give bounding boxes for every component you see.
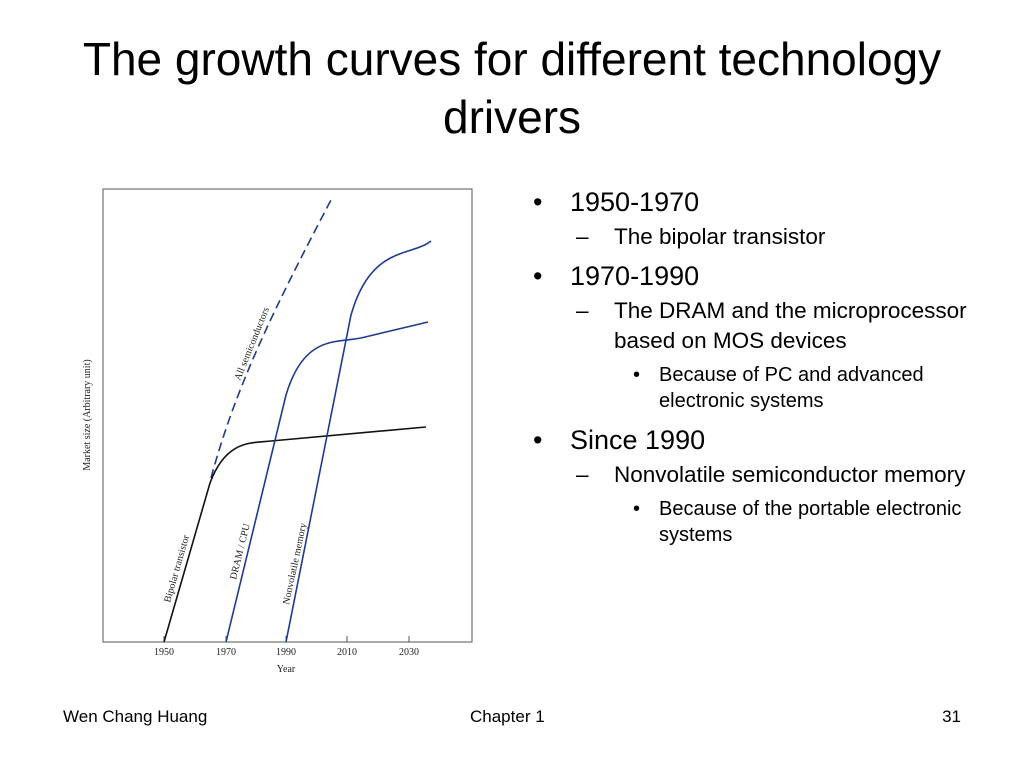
bullet-dot: • (533, 425, 543, 455)
nonvolatile-memory-curve (285, 240, 432, 643)
all-semiconductors-curve (210, 199, 332, 479)
dram-cpu-curve (225, 321, 429, 643)
bullet-dot: • (533, 261, 543, 291)
plot-frame (102, 188, 473, 643)
sub-sub-bullet-dot: • (633, 364, 641, 386)
growth-curves-figure: 1950 1970 1990 2010 2030 Year Market siz… (76, 185, 480, 680)
sub-bullet-text: The bipolar transistor (614, 224, 826, 249)
footer-author: Wen Chang Huang (63, 707, 208, 726)
all-semiconductors-label: All semiconductors (233, 306, 272, 383)
slide-title: The growth curves for different technolo… (82, 33, 942, 143)
sub-sub-bullet-text: Because of the portable electronic syste… (659, 498, 962, 546)
bullet-text: 1950-1970 (570, 187, 700, 217)
footer-page-number: 31 (942, 707, 961, 726)
bullet-dot: • (533, 187, 543, 217)
x-tick-label: 1970 (216, 647, 236, 658)
sub-sub-bullet-text: Because of PC and advanced electronic sy… (659, 364, 924, 412)
growth-curves-svg: 1950 1970 1990 2010 2030 Year Market siz… (82, 188, 473, 675)
sub-bullet-item: – The bipolar transistor (528, 222, 998, 252)
sub-bullet-item: – The DRAM and the microprocessor based … (528, 296, 998, 356)
x-tick-label: 2030 (399, 647, 419, 658)
x-tick-label: 1990 (276, 647, 296, 658)
dram-cpu-label: DRAM / CPU (228, 522, 253, 581)
y-axis-label: Market size (Arbitrary unit) (82, 359, 93, 470)
footer-chapter: Chapter 1 (470, 707, 545, 726)
bullet-item: • Since 1990 (528, 424, 998, 456)
bullet-item: • 1970-1990 (528, 260, 998, 292)
sub-bullet-dash: – (576, 224, 589, 249)
x-axis-label: Year (277, 664, 296, 675)
bullet-text: Since 1990 (570, 425, 706, 455)
sub-bullet-text: The DRAM and the microprocessor based on… (614, 298, 967, 353)
sub-bullet-dash: – (576, 298, 589, 323)
x-tick-label: 1950 (154, 647, 174, 658)
bullet-text: 1970-1990 (570, 261, 700, 291)
bipolar-transistor-curve (163, 426, 427, 643)
sub-bullet-text: Nonvolatile semiconductor memory (614, 462, 966, 487)
x-tick-label: 2010 (337, 647, 357, 658)
bullet-item: • 1950-1970 (528, 186, 998, 218)
sub-bullet-dash: – (576, 462, 589, 487)
sub-sub-bullet-dot: • (633, 498, 641, 520)
sub-sub-bullet-item: • Because of PC and advanced electronic … (528, 362, 998, 414)
sub-sub-bullet-item: • Because of the portable electronic sys… (528, 496, 998, 548)
bullet-list: • 1950-1970 – The bipolar transistor • 1… (528, 186, 998, 548)
sub-bullet-item: – Nonvolatile semiconductor memory (528, 460, 998, 490)
